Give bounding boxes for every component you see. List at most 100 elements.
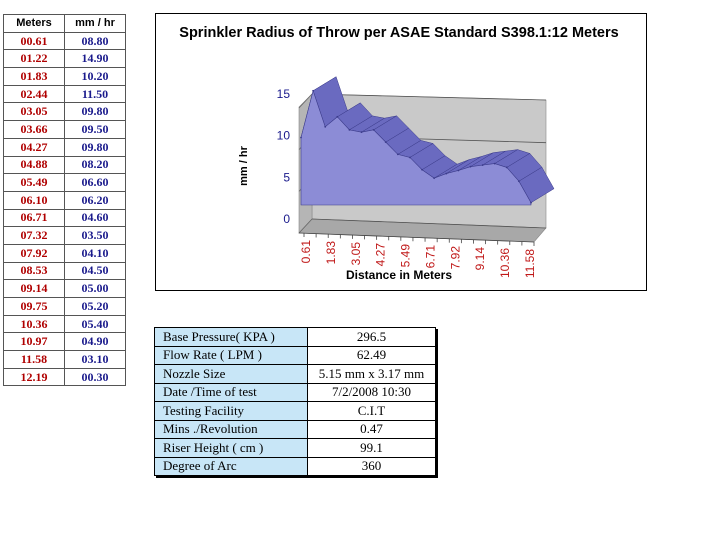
- mm-hr-cell: 08.80: [64, 31, 126, 51]
- table-row: 01.83 10.20: [3, 67, 126, 86]
- data-point: [433, 177, 436, 180]
- meters-cell: 07.32: [3, 226, 65, 245]
- data-point: [409, 156, 411, 159]
- x-tick-label: 9.14: [473, 247, 487, 271]
- data-point: [372, 128, 375, 131]
- header-meters: Meters: [3, 14, 65, 33]
- mm-hr-cell: 00.30: [64, 367, 126, 387]
- meters-cell: 08.53: [3, 261, 65, 281]
- data-point: [384, 141, 387, 144]
- info-label: Flow Rate ( LPM ): [154, 345, 308, 365]
- mm-hr-cell: 09.50: [64, 120, 126, 139]
- table-row: 07.32 03.50: [3, 226, 126, 245]
- mm-hr-cell: 04.10: [64, 243, 126, 263]
- table-row: 02.44 11.50: [3, 84, 126, 104]
- mm-hr-cell: 04.50: [64, 261, 126, 281]
- y-tick-label: 5: [283, 170, 290, 184]
- meters-cell: 10.36: [3, 314, 65, 334]
- data-table: Meters mm / hr 00.61 08.80 01.22 14.90 01.83…: [3, 14, 126, 387]
- info-value: 62.49: [307, 345, 436, 365]
- data-point: [396, 153, 399, 156]
- info-row: Mins ./Revolution 0.47: [154, 419, 436, 439]
- info-row: Flow Rate ( LPM ) 62.49: [154, 345, 436, 365]
- header-mm-hr: mm / hr: [64, 14, 126, 33]
- mm-hr-cell: 11.50: [64, 84, 126, 104]
- side-gridline: [298, 93, 313, 109]
- meters-cell: 12.19: [3, 367, 65, 387]
- info-label: Degree of Arc: [154, 456, 308, 476]
- x-tick-label: 1.83: [324, 241, 338, 265]
- info-row: Date /Time of test 7/2/2008 10:30: [154, 382, 436, 402]
- x-tick-label: 5.49: [399, 244, 413, 268]
- data-point: [493, 162, 496, 165]
- mm-hr-cell: 06.60: [64, 173, 126, 192]
- table-row: 00.61 08.80: [3, 31, 126, 51]
- meters-cell: 06.10: [3, 190, 65, 210]
- data-point: [481, 164, 484, 167]
- info-row: Base Pressure( KPA ) 296.5: [154, 327, 436, 347]
- mm-hr-cell: 08.20: [64, 155, 126, 175]
- mm-hr-cell: 04.90: [64, 332, 126, 352]
- x-tick-label: 6.71: [423, 245, 437, 269]
- meters-cell: 03.05: [3, 102, 65, 122]
- info-label: Mins ./Revolution: [154, 419, 308, 439]
- data-point: [300, 136, 302, 139]
- meters-cell: 10.97: [3, 332, 65, 352]
- info-value: 5.15 mm x 3.17 mm: [307, 364, 436, 384]
- data-point: [457, 169, 460, 172]
- table-row: 10.97 04.90: [3, 332, 126, 352]
- table-header-row: Meters mm / hr: [3, 14, 126, 33]
- mm-hr-cell: 04.60: [64, 208, 126, 228]
- x-tick-label: 3.05: [349, 242, 363, 266]
- meters-cell: 09.14: [3, 279, 65, 298]
- info-value: 296.5: [307, 327, 436, 347]
- table-row: 03.66 09.50: [3, 120, 126, 139]
- y-tick-label: 15: [277, 87, 291, 101]
- table-row: 08.53 04.50: [3, 261, 126, 281]
- x-tick-label: 0.61: [299, 240, 313, 264]
- y-tick-label: 0: [283, 212, 290, 226]
- info-value: 0.47: [307, 419, 436, 439]
- x-tick-label: 4.27: [374, 243, 388, 267]
- data-point: [445, 172, 448, 175]
- mm-hr-cell: 05.40: [64, 314, 126, 334]
- mm-hr-cell: 06.20: [64, 190, 126, 210]
- table-row: 05.49 06.60: [3, 173, 126, 192]
- data-point: [348, 128, 351, 131]
- meters-cell: 00.61: [3, 31, 65, 51]
- meters-cell: 03.66: [3, 120, 65, 139]
- meters-cell: 04.27: [3, 137, 65, 157]
- x-tick-label: 10.36: [498, 248, 512, 278]
- meters-cell: 05.49: [3, 173, 65, 192]
- data-point: [360, 131, 363, 134]
- mm-hr-cell: 09.80: [64, 102, 126, 122]
- info-value: 99.1: [307, 438, 436, 458]
- table-row: 03.05 09.80: [3, 102, 126, 122]
- mm-hr-cell: 03.10: [64, 350, 126, 369]
- meters-cell: 07.92: [3, 243, 65, 263]
- data-point: [469, 165, 472, 168]
- info-label: Testing Facility: [154, 401, 308, 421]
- table-row: 11.58 03.10: [3, 350, 126, 369]
- info-label: Base Pressure( KPA ): [154, 327, 308, 347]
- data-point: [505, 166, 508, 169]
- data-point: [336, 115, 339, 118]
- chart-svg: 0 5 10 15 0.61 1.83 3.05 4.27 5.49 6.71 7.92 9.14 1…: [179, 25, 618, 282]
- table-row: 06.10 06.20: [3, 190, 126, 210]
- table-row: 10.36 05.40: [3, 314, 126, 334]
- info-label: Riser Height ( cm ): [154, 438, 308, 458]
- info-value: 360: [307, 456, 436, 476]
- table-row: 09.75 05.20: [3, 297, 126, 316]
- mm-hr-cell: 14.90: [64, 49, 126, 69]
- meters-cell: 06.71: [3, 208, 65, 228]
- chart-panel: 0 5 10 15 0.61 1.83 3.05 4.27 5.49 6.71 7.92 9.14 1…: [155, 13, 647, 291]
- table-row: 09.14 05.00: [3, 279, 126, 298]
- meters-cell: 09.75: [3, 297, 65, 316]
- data-point: [421, 168, 423, 171]
- table-row: 04.88 08.20: [3, 155, 126, 175]
- test-info-table: Base Pressure( KPA ) 296.5 Flow Rate ( LPM…: [154, 327, 436, 476]
- meters-cell: 02.44: [3, 84, 65, 104]
- info-label: Date /Time of test: [154, 382, 308, 402]
- mm-hr-cell: 05.00: [64, 279, 126, 298]
- meters-cell: 04.88: [3, 155, 65, 175]
